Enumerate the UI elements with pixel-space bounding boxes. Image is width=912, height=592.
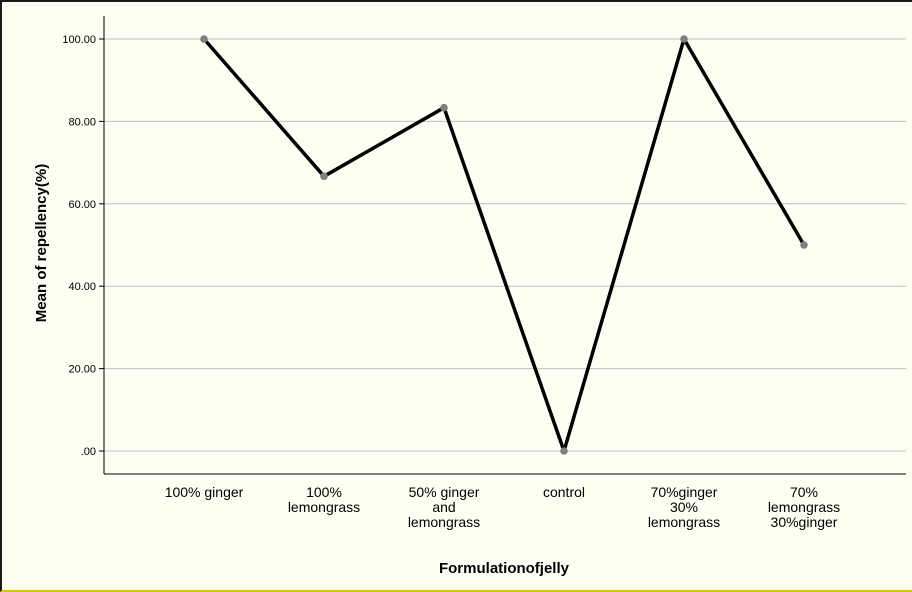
x-category-label: 70% lemongrass 30%ginger: [768, 484, 840, 530]
x-category-label-line: 30%: [670, 499, 698, 515]
x-category-label: 100% ginger: [165, 484, 244, 500]
data-point: [440, 103, 448, 112]
axes: [103, 16, 906, 475]
x-category-label-line: lemongrass: [408, 514, 480, 530]
series-markers: [200, 35, 808, 455]
series-line: [202, 37, 806, 453]
x-category-label: 100% lemongrass: [288, 484, 360, 515]
x-category-label-line: 100%: [306, 484, 342, 500]
x-category-label: 50% ginger and lemongrass: [408, 484, 480, 530]
x-category-label-line: 30%ginger: [771, 514, 838, 530]
x-category-label-line: 50% ginger: [409, 484, 480, 500]
y-tick-label: 20.00: [68, 364, 96, 376]
x-category-label-line: 70%: [790, 484, 818, 500]
gridlines: [99, 38, 906, 452]
data-point: [320, 172, 328, 181]
series-line-path: [202, 37, 806, 453]
x-category-label-line: 100% ginger: [165, 484, 244, 500]
data-point: [800, 241, 808, 249]
x-category-label-line: lemongrass: [768, 499, 840, 515]
x-category-label-line: control: [543, 484, 585, 500]
data-point: [560, 447, 568, 455]
x-category-label-line: lemongrass: [288, 499, 360, 515]
x-category-label: control: [543, 484, 585, 500]
y-tick-label: .00: [81, 446, 96, 458]
x-category-label-line: 70%ginger: [651, 484, 718, 500]
y-axis-title: Mean of repellency(%): [33, 164, 50, 322]
y-tick-label: 100.00: [62, 34, 96, 46]
y-tick-label: 80.00: [68, 116, 96, 128]
y-tick-label: 40.00: [68, 281, 96, 293]
data-point: [200, 35, 208, 43]
y-tick-labels: .00 20.00 40.00 60.00 80.00 100.00: [62, 34, 96, 458]
x-axis-title: Formulationofjelly: [439, 560, 570, 577]
data-point: [680, 35, 688, 43]
x-category-label: 70%ginger 30% lemongrass: [648, 484, 720, 530]
x-category-label-line: and: [432, 499, 455, 515]
y-tick-label: 60.00: [68, 199, 96, 211]
x-category-label-line: lemongrass: [648, 514, 720, 530]
